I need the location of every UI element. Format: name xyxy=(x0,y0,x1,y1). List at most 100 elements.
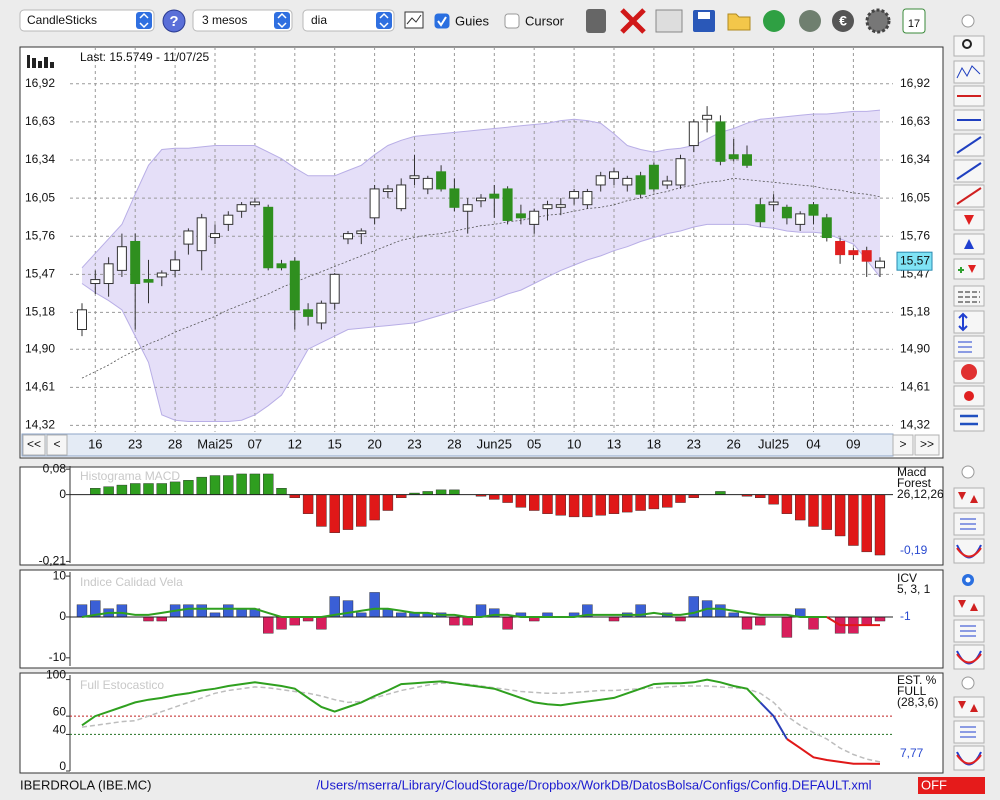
histogram-bar xyxy=(90,488,101,495)
histogram-bar xyxy=(781,494,793,514)
first-button[interactable] xyxy=(22,434,46,456)
select-arrow xyxy=(274,12,290,29)
histogram-bar xyxy=(356,494,367,527)
y-tick-label: 0 xyxy=(59,759,66,773)
histogram-bar xyxy=(502,616,513,630)
delete-icon[interactable] xyxy=(620,8,646,34)
period-select[interactable] xyxy=(192,9,293,32)
select-arrow xyxy=(136,12,152,29)
panel-cross-tool[interactable] xyxy=(953,538,985,564)
histogram-bar xyxy=(76,604,88,618)
candle-body xyxy=(449,188,460,208)
candle-body xyxy=(170,259,181,271)
candle-body xyxy=(795,213,806,225)
last-value-box xyxy=(896,251,933,271)
candle-body xyxy=(542,204,553,210)
y-tick-label: 60 xyxy=(53,704,67,718)
histogram-bar xyxy=(622,494,633,513)
histogram-bar xyxy=(342,600,354,618)
y-tick-label: 0 xyxy=(59,609,66,623)
candle-body xyxy=(90,279,101,285)
last-button[interactable] xyxy=(914,434,940,456)
select-arrow-glyph xyxy=(277,12,287,29)
histogram-bar xyxy=(196,604,207,618)
help-glyph: ? xyxy=(169,13,178,30)
panel-signals-tool[interactable] xyxy=(953,595,985,617)
range-tool[interactable] xyxy=(953,310,985,334)
radio-button[interactable] xyxy=(961,676,975,690)
zoom-tool[interactable] xyxy=(953,35,985,57)
chart-type-select[interactable] xyxy=(19,9,155,32)
trend-glyph xyxy=(956,136,982,154)
calendar-icon[interactable] xyxy=(902,8,926,34)
histogram-bar xyxy=(369,494,380,521)
histogram-bar xyxy=(675,616,686,622)
candle-body xyxy=(595,175,606,186)
trash-icon[interactable] xyxy=(586,9,606,33)
radio-button[interactable] xyxy=(961,14,975,28)
y-tick-label: -10 xyxy=(49,650,67,664)
candle-body xyxy=(210,233,220,239)
histogram-bar xyxy=(515,494,527,508)
histogram-bar xyxy=(236,608,247,618)
chart-logo xyxy=(27,55,54,68)
table-tool[interactable] xyxy=(953,285,985,307)
candle-body xyxy=(316,302,327,324)
signals-tool[interactable] xyxy=(953,258,985,280)
open-icon[interactable] xyxy=(727,13,751,31)
symbol-name: IBERDROLA (IBE.MC) xyxy=(20,777,151,792)
histogram-bar xyxy=(635,494,646,511)
next-button[interactable] xyxy=(892,434,914,456)
indicator-name: Forest xyxy=(897,476,932,490)
cursor-checkbox[interactable] xyxy=(504,13,520,29)
candle-body xyxy=(742,154,752,166)
candle-body xyxy=(103,263,114,285)
candle-body xyxy=(515,213,526,219)
settings-icon[interactable] xyxy=(865,8,891,34)
y-tick-label-right: 16,92 xyxy=(900,76,930,90)
refresh-icon[interactable] xyxy=(763,10,785,32)
candle-body xyxy=(555,204,566,208)
cross-glyph xyxy=(956,547,982,765)
histogram-bar xyxy=(396,612,407,618)
histogram-bar xyxy=(675,494,686,503)
swap-tool[interactable] xyxy=(953,408,985,432)
sell-glyph xyxy=(964,215,974,225)
prev-button[interactable] xyxy=(46,434,68,456)
y-tick-label: 10 xyxy=(53,568,67,582)
histogram-bar xyxy=(342,494,354,530)
interval-select[interactable] xyxy=(302,9,395,32)
y-tick-label: 100 xyxy=(46,668,66,682)
state-label: OFF xyxy=(921,777,947,792)
histogram-bar xyxy=(369,592,380,618)
candle-body xyxy=(369,188,380,219)
print-icon[interactable] xyxy=(655,9,683,33)
radio-button[interactable] xyxy=(961,465,975,479)
x-tick-label: 13 xyxy=(607,436,621,451)
signals-glyph xyxy=(968,265,976,273)
y-tick-label: 15,18 xyxy=(25,305,55,319)
histogram-bar xyxy=(263,473,274,495)
guides-checkbox[interactable] xyxy=(434,13,450,29)
candle-body xyxy=(848,250,859,256)
sync-icon[interactable] xyxy=(799,10,821,32)
help-button[interactable] xyxy=(162,9,186,33)
candle-body xyxy=(502,188,513,221)
panel-signals-tool[interactable] xyxy=(953,696,985,718)
candle-body xyxy=(875,260,885,269)
candle-body xyxy=(223,214,234,225)
candle-body xyxy=(582,191,593,206)
x-tick-label: 20 xyxy=(367,436,381,451)
currency-icon[interactable] xyxy=(832,10,854,32)
candle-body xyxy=(781,206,792,219)
select-arrow-glyph xyxy=(139,12,149,29)
histogram-bar xyxy=(356,612,367,618)
y-tick-label: 0 xyxy=(59,487,66,501)
candle-body xyxy=(489,193,500,199)
panel-signals-tool[interactable] xyxy=(953,487,985,509)
histogram-bar xyxy=(143,616,154,622)
sidebar-tools xyxy=(953,35,985,771)
histogram-bar xyxy=(449,616,460,626)
y-tick-label: 14,90 xyxy=(25,341,55,355)
histogram-bar xyxy=(834,494,846,537)
